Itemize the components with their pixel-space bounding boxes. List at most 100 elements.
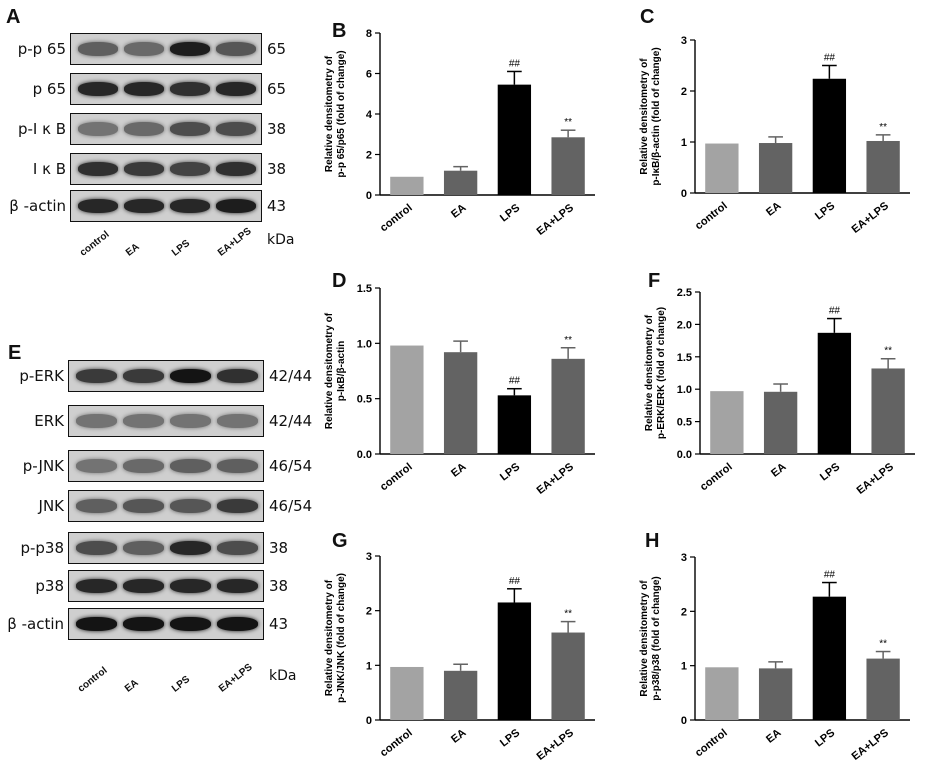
blot-row-label: p-JNK (22, 457, 64, 475)
significance-label: ## (509, 576, 521, 587)
blot-row-label: p-p 65 (17, 40, 66, 58)
panel-letter-b: B (332, 20, 347, 42)
x-tick-label: LPS (818, 461, 842, 484)
significance-label: ** (884, 346, 892, 357)
bar (390, 176, 424, 195)
blot-size-label: 38 (269, 539, 289, 557)
blot-band (123, 617, 164, 631)
bar (551, 358, 585, 454)
blot-strip (68, 532, 264, 564)
x-tick-label: control (698, 461, 735, 493)
blot-band (216, 42, 256, 56)
blot-band (124, 42, 164, 56)
bar (443, 170, 478, 195)
blot-size-label: 38 (267, 160, 287, 178)
bar-chart-g: Relative densitometry of p-JNK/JNK (fold … (324, 551, 595, 763)
blot-band (123, 541, 164, 555)
y-tick-label: 1 (366, 660, 372, 672)
lane-label: LPS (170, 674, 193, 695)
y-axis-label: p-p 65/p65 (fold of change) (336, 50, 347, 177)
blot-band (216, 122, 256, 136)
blot-size-label: 38 (267, 120, 287, 138)
panel-letter-a: A (6, 6, 21, 28)
bar (551, 137, 585, 195)
blot-row-label: p-I κ B (17, 120, 66, 138)
bar (551, 632, 585, 720)
blot-band (76, 541, 117, 555)
blot-band (123, 499, 164, 513)
lane-label: EA+LPS (216, 225, 254, 259)
y-tick-label: 2 (681, 86, 687, 98)
lane-label: EA (124, 241, 142, 259)
blot-band (170, 459, 211, 473)
blot-size-label: 43 (267, 197, 287, 215)
y-axis-label: Relative densitometry of (324, 579, 335, 696)
y-tick-label: 0.0 (677, 449, 692, 461)
significance-label: ** (564, 117, 572, 128)
y-tick-label: 0 (366, 190, 372, 202)
blot-band (170, 369, 211, 383)
blot-band (217, 579, 258, 593)
blot-band (123, 579, 164, 593)
x-tick-label: EA+LPS (850, 200, 891, 236)
blot-band (170, 499, 211, 513)
blot-row-label: I κ B (32, 160, 66, 178)
blot-row-label: p-ERK (19, 367, 64, 385)
y-axis-label: p-JNK/JNK (fold of change) (336, 573, 347, 703)
blot-band (170, 42, 210, 56)
bar (443, 670, 478, 720)
blot-band (78, 122, 118, 136)
blot-row-label: β -actin (9, 197, 66, 215)
x-tick-label: EA (449, 461, 468, 480)
bar (763, 391, 798, 454)
blot-band (170, 162, 210, 176)
blot-size-label: 43 (269, 615, 289, 633)
x-tick-label: LPS (813, 200, 837, 223)
blot-band (76, 369, 117, 383)
y-tick-label: 0.5 (677, 417, 692, 429)
blot-row-label: ERK (34, 412, 64, 430)
y-tick-label: 2 (681, 606, 687, 618)
blot-band (170, 199, 210, 213)
blot-band (76, 579, 117, 593)
y-tick-label: 2.5 (677, 287, 692, 299)
panel-letter-g: G (332, 530, 348, 552)
significance-label: ** (879, 639, 887, 650)
y-tick-label: 1 (681, 661, 687, 673)
blot-band (170, 541, 211, 555)
y-tick-label: 1.0 (357, 338, 372, 350)
blot-band (217, 617, 258, 631)
bar (497, 395, 532, 454)
panel-letter-e: E (8, 342, 22, 364)
blot-band (76, 499, 117, 513)
x-tick-label: control (693, 200, 730, 232)
blot-row-label: β -actin (7, 615, 64, 633)
blot-band (76, 459, 117, 473)
bar (758, 668, 793, 720)
y-axis-label: p-IκB/β-actin (336, 341, 347, 402)
blot-strip (70, 113, 262, 145)
panel-letter-f: F (648, 270, 661, 292)
blot-band (76, 414, 117, 428)
blot-band (123, 414, 164, 428)
blot-band (123, 459, 164, 473)
blot-band (170, 122, 210, 136)
blot-row-label: p 65 (32, 80, 66, 98)
x-tick-label: control (693, 727, 730, 759)
y-tick-label: 8 (366, 28, 372, 40)
blot-size-label: 42/44 (269, 412, 313, 430)
blot-band (170, 579, 211, 593)
bar (497, 602, 532, 720)
bar (866, 140, 900, 193)
y-tick-label: 0.5 (357, 394, 372, 406)
y-tick-label: 0 (681, 715, 687, 727)
x-tick-label: LPS (813, 727, 837, 750)
blot-strip (70, 73, 262, 105)
y-tick-label: 2 (366, 150, 372, 162)
blot-strip (68, 450, 264, 482)
bar (758, 143, 793, 193)
y-tick-label: 0 (366, 715, 372, 727)
bar-chart-f: Relative densitometry of p-ERK/ERK (fold … (644, 287, 915, 497)
kda-unit: kDa (267, 232, 295, 248)
panel-letter-h: H (645, 530, 660, 552)
